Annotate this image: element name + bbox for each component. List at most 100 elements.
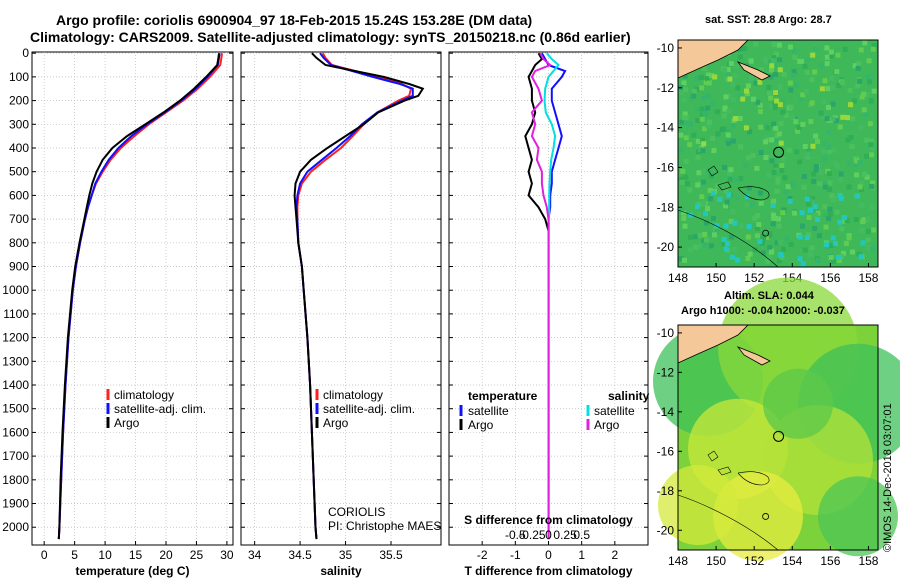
sst-map-cell — [839, 80, 845, 86]
sst-map-cell-cool — [735, 257, 741, 263]
sst-map-cell-warm — [712, 74, 718, 80]
sst-map-cell — [726, 170, 732, 176]
sst-map-cell — [726, 140, 732, 146]
sst-map-cell-cool — [858, 254, 864, 260]
depth-tick-label: 1300 — [2, 354, 29, 368]
sst-map-cell — [871, 43, 877, 49]
sst-map-cell — [680, 168, 686, 174]
legend-title-salinity: salinity — [608, 389, 650, 403]
sst-map-lon-label: 158 — [858, 271, 878, 285]
sst-map-cell — [771, 63, 777, 69]
sst-map-cell — [728, 234, 734, 240]
x-tick-label-difference: -1 — [510, 548, 521, 562]
sst-map-cell — [853, 216, 859, 222]
sst-map-cell-cool — [703, 211, 708, 217]
sst-map-cell — [813, 133, 819, 139]
sst-map-cell — [750, 96, 756, 102]
sst-map-cell — [746, 185, 752, 191]
sst-map-cell — [864, 174, 870, 180]
sst-map-cell — [701, 238, 707, 244]
sst-map-cell — [766, 84, 772, 90]
sst-map-cell — [705, 123, 711, 129]
depth-tick-label: 1000 — [2, 283, 29, 297]
legend-label-salinity: Argo — [323, 416, 349, 430]
sst-map-cell — [844, 218, 850, 224]
sst-map-cell — [828, 211, 834, 217]
sst-map-cell-cool — [797, 234, 803, 240]
sst-map-cell — [869, 204, 875, 210]
sst-map-cell — [841, 250, 847, 256]
sst-map-cell — [678, 90, 684, 96]
sst-map-cell — [800, 121, 806, 127]
sst-map-cell — [721, 113, 727, 119]
sst-map-cell — [790, 181, 796, 187]
sst-map-cell — [694, 76, 700, 82]
legend-label-temperature: climatology — [114, 388, 174, 402]
sst-map-cell — [822, 204, 828, 210]
sst-map-lat-label: -20 — [657, 240, 675, 254]
sst-map-cell-cool — [838, 195, 844, 201]
sst-map-cell — [738, 176, 744, 182]
x-tick-label-difference: 1 — [578, 548, 585, 562]
sst-map-cell — [774, 132, 780, 138]
sst-map-cell — [787, 44, 793, 50]
sst-map-cell — [804, 70, 810, 76]
sst-map-cell — [726, 72, 732, 78]
sst-map-cell — [790, 72, 796, 78]
sst-map-cell — [699, 106, 705, 112]
sst-map-cell — [788, 87, 794, 93]
x-tick-label-temperature: 30 — [220, 548, 234, 562]
sst-map-cell — [774, 137, 780, 143]
sst-map-cell — [683, 115, 689, 121]
sst-map-cell-warm — [743, 125, 749, 131]
sst-map-cell — [734, 63, 740, 69]
sst-map-cell — [822, 156, 828, 162]
sst-map-cell — [823, 224, 829, 230]
x-tick-label-temperature: 25 — [190, 548, 204, 562]
sst-map-cell — [723, 188, 729, 194]
sst-map-cell-warm — [845, 115, 851, 121]
sst-map-cell-warm — [773, 90, 779, 96]
sst-map-cell — [781, 246, 787, 252]
sst-map-cell — [748, 58, 754, 64]
sst-map-cell — [714, 109, 720, 115]
sst-map-cell-cool — [721, 237, 727, 243]
sst-map-cell — [842, 46, 848, 52]
sst-map-cell — [739, 223, 745, 229]
sst-map-cell — [706, 119, 712, 125]
sst-map-cell — [777, 84, 783, 90]
sst-map-cell — [800, 92, 806, 98]
sst-map-cell — [826, 215, 832, 221]
sst-map-cell — [802, 143, 808, 149]
sst-map-cell — [723, 94, 729, 100]
sst-map-cell — [865, 216, 871, 222]
sst-map-cell — [814, 163, 820, 169]
depth-tick-label: 700 — [9, 212, 29, 226]
sst-map-cell — [698, 74, 704, 80]
sst-map-cell — [782, 175, 788, 181]
depth-tick-label: 600 — [9, 188, 29, 202]
sla-map-lon-label: 152 — [744, 554, 764, 568]
sst-map-lat-label: -18 — [657, 200, 675, 214]
sst-map-cell — [721, 126, 727, 132]
chart-title-line1: Argo profile: coriolis 6900904_97 18-Feb… — [56, 12, 533, 28]
sst-map-cell-warm — [774, 98, 780, 104]
sst-map-cell — [754, 165, 760, 171]
sst-map-cell-warm — [727, 76, 733, 82]
sst-map-cell — [826, 148, 832, 154]
sst-map-cell — [758, 124, 764, 130]
x-tick-label-salinity: 35.5 — [379, 548, 403, 562]
sst-map-cell — [780, 98, 786, 104]
sst-map-cell — [725, 66, 731, 72]
sst-map-cell — [742, 46, 748, 52]
sst-map-cell — [815, 257, 821, 263]
sst-map-cell — [766, 172, 772, 178]
sst-map-cell — [691, 89, 697, 95]
sla-map-reef-2 — [737, 471, 770, 486]
sst-map-cell — [824, 61, 830, 67]
sst-map-cell — [825, 104, 831, 110]
sst-map-cell — [773, 163, 779, 169]
sst-map-cell — [829, 53, 835, 59]
sst-map-cell — [701, 96, 707, 102]
x-tick-label-temperature: 15 — [129, 548, 143, 562]
